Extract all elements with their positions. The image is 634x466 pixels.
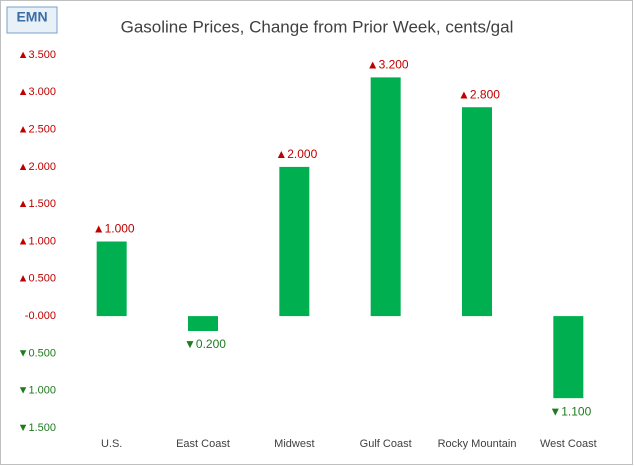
- x-tick-label: East Coast: [176, 438, 230, 450]
- y-tick-label: ▼0.500: [18, 347, 56, 359]
- bar: [279, 166, 310, 317]
- data-label: ▲1.000: [93, 222, 135, 236]
- y-tick-label: ▲2.000: [18, 161, 56, 173]
- chart-title: Gasoline Prices, Change from Prior Week,…: [121, 17, 514, 36]
- data-label: ▼0.200: [184, 337, 226, 351]
- y-tick-label: ▼1.000: [18, 385, 56, 397]
- bar: [96, 241, 127, 317]
- x-tick-label: Gulf Coast: [360, 438, 412, 450]
- bar: [370, 77, 401, 317]
- bar: [462, 107, 492, 317]
- y-tick-label: ▲2.500: [18, 124, 56, 136]
- data-label: ▲3.200: [367, 58, 409, 72]
- y-tick-label: ▲3.500: [18, 49, 56, 61]
- y-tick-label: ▲1.500: [18, 198, 56, 210]
- logo: EMN: [16, 9, 47, 25]
- y-tick-label: ▲1.000: [18, 235, 56, 247]
- x-tick-label: Midwest: [274, 438, 314, 450]
- data-label: ▲2.800: [458, 87, 500, 101]
- bar: [553, 316, 584, 399]
- x-tick-label: U.S.: [101, 438, 122, 450]
- y-tick-label: ▲0.500: [18, 273, 56, 285]
- x-tick-label: West Coast: [540, 438, 597, 450]
- data-label: ▲2.000: [275, 147, 317, 161]
- y-tick-label: -0.000: [25, 310, 56, 322]
- y-tick-label: ▼1.500: [18, 422, 56, 434]
- y-tick-label: ▲3.000: [18, 86, 56, 98]
- bar: [188, 316, 218, 332]
- x-tick-label: Rocky Mountain: [438, 438, 517, 450]
- logo-box: [6, 6, 58, 34]
- data-label: ▼1.100: [549, 404, 591, 418]
